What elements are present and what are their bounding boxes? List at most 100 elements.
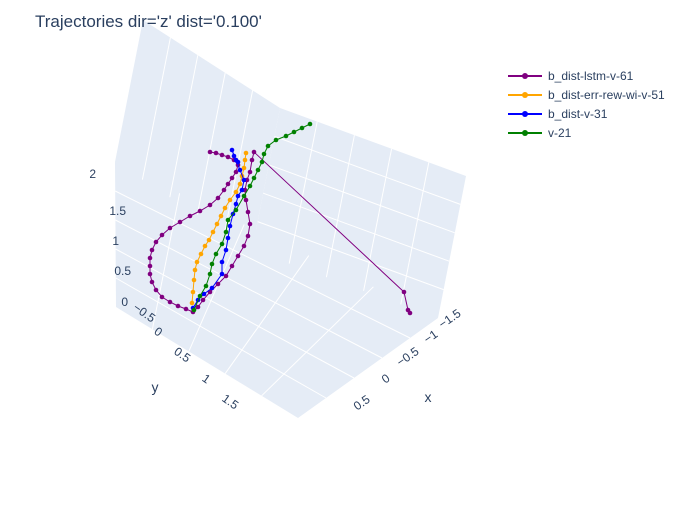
y-tick-4: 1.5 <box>219 391 241 412</box>
series-0-point-40 <box>243 197 249 203</box>
legend-item-2[interactable]: b_dist-v-31 <box>508 104 665 123</box>
legend-swatch-0 <box>508 71 542 81</box>
series-3-point-14 <box>259 159 265 165</box>
series-3-point-19 <box>291 129 297 135</box>
series-0-point-2 <box>219 152 225 158</box>
series-0-point-44 <box>249 157 255 163</box>
series-0-point-9 <box>221 187 227 193</box>
series-3-point-1 <box>197 293 203 299</box>
legend-label-0: b_dist-lstm-v-61 <box>548 68 634 83</box>
series-3-point-21 <box>307 121 313 127</box>
legend-swatch-1 <box>508 90 542 100</box>
series-1-point-4 <box>194 259 200 265</box>
series-0-point-29 <box>195 304 201 310</box>
z-tick-2: 1 <box>112 234 119 248</box>
series-3-point-13 <box>255 167 261 173</box>
legend-label-2: b_dist-v-31 <box>548 106 608 121</box>
grid-lines <box>114 37 461 399</box>
series-3-point-12 <box>251 175 257 181</box>
x-tick-2: −0.5 <box>394 344 422 369</box>
series-line-3 <box>193 123 311 311</box>
series-0-point-15 <box>167 225 173 231</box>
series-0-point-6 <box>233 169 239 175</box>
series-0-point-3 <box>225 154 231 160</box>
series-0-point-7 <box>229 175 235 181</box>
series-3-point-4 <box>209 261 215 267</box>
series-3-point-20 <box>299 125 305 131</box>
series-2-point-4 <box>219 271 225 277</box>
series-0-point-14 <box>177 219 183 225</box>
series-1-point-13 <box>233 189 239 195</box>
series-2-point-5 <box>219 259 225 265</box>
series-1-point-5 <box>198 251 204 257</box>
series-0-point-1 <box>213 150 219 156</box>
back-wall-left <box>115 20 280 250</box>
series-0-point-17 <box>153 239 159 245</box>
chart-title: Trajectories dir='z' dist='0.100' <box>35 12 262 31</box>
series-2-point-10 <box>233 201 239 207</box>
series-3-point-9 <box>233 207 239 213</box>
series-0-point-26 <box>175 303 181 309</box>
series-2-point-14 <box>237 167 243 173</box>
series-0-point-45 <box>251 149 257 155</box>
x-tick-3: 0 <box>379 371 393 386</box>
series-1-point-7 <box>206 237 212 243</box>
series-3-point-7 <box>223 229 229 235</box>
series-0-point-22 <box>149 279 155 285</box>
series-1-point-6 <box>202 243 208 249</box>
series-0-point-37 <box>245 233 251 239</box>
series-2-point-17 <box>231 153 237 159</box>
series-3-point-17 <box>273 137 279 143</box>
series-2-point-8 <box>227 223 233 229</box>
series-1-point-8 <box>210 229 216 235</box>
series-0-point-10 <box>215 195 221 201</box>
series-0-point-30 <box>200 297 206 303</box>
z-tick-3: 1.5 <box>109 204 126 218</box>
legend-label-3: v-21 <box>548 125 572 140</box>
series-0-point-46 <box>401 289 407 295</box>
series-0-point-23 <box>153 287 159 293</box>
series-3-point-11 <box>247 183 253 189</box>
legend-item-1[interactable]: b_dist-err-rew-wi-v-51 <box>508 85 665 104</box>
series-2-point-7 <box>225 235 231 241</box>
z-tick-4: 2 <box>89 167 96 181</box>
series-0-point-18 <box>149 247 155 253</box>
series-0-point-38 <box>247 221 253 227</box>
series-0-point-39 <box>245 209 251 215</box>
x-axis-label: x <box>425 389 432 405</box>
series-1-point-11 <box>222 205 228 211</box>
series-3-point-5 <box>213 251 219 257</box>
series-2-point-16 <box>229 147 235 153</box>
series-0-point-8 <box>225 181 231 187</box>
series-0-point-27 <box>183 306 189 312</box>
series-1-point-18 <box>243 150 249 156</box>
series-2-point-3 <box>209 285 215 291</box>
series-0-point-13 <box>187 213 193 219</box>
series-2-point-2 <box>201 291 207 297</box>
series-3-point-16 <box>265 143 271 149</box>
series-1-point-3 <box>192 267 198 273</box>
series-3-point-15 <box>261 151 267 157</box>
series-1-point-16 <box>241 165 247 171</box>
series-0-point-48 <box>407 310 413 316</box>
series-0-point-11 <box>207 202 213 208</box>
legend-swatch-3 <box>508 128 542 138</box>
series-1-point-14 <box>237 181 243 187</box>
series-0-point-21 <box>147 271 153 277</box>
series-2-point-6 <box>223 247 229 253</box>
series-3-point-2 <box>203 283 209 289</box>
series-2-point-11 <box>235 193 241 199</box>
series-1-point-9 <box>214 221 220 227</box>
series-0-point-24 <box>159 294 165 300</box>
legend-item-0[interactable]: b_dist-lstm-v-61 <box>508 66 665 85</box>
series-1-point-2 <box>191 277 197 283</box>
series-0-point-19 <box>147 255 153 261</box>
z-tick-1: 0.5 <box>114 264 131 278</box>
x-tick-4: 0.5 <box>351 392 373 413</box>
series-2-point-13 <box>241 177 247 183</box>
legend-item-3[interactable]: v-21 <box>508 123 665 142</box>
legend-swatch-2 <box>508 109 542 119</box>
series-1-point-10 <box>218 213 224 219</box>
